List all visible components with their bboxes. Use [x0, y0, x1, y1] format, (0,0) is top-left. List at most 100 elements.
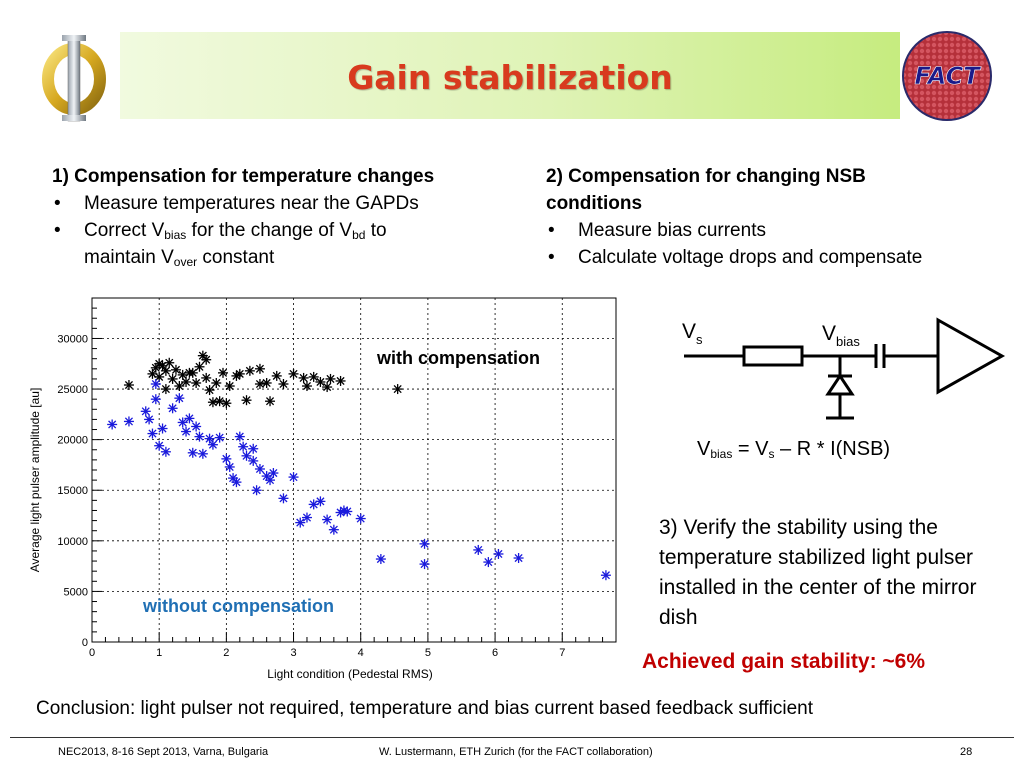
with-compensation-point [261, 377, 272, 388]
without-compensation-point [248, 443, 259, 454]
x-tick-label: 1 [156, 647, 162, 659]
y-tick-label: 10000 [57, 536, 88, 548]
with-compensation-point [201, 354, 212, 365]
without-compensation-point [107, 419, 118, 430]
with-compensation-point [123, 380, 134, 391]
diode-triangle [825, 373, 855, 396]
without-compensation-point [241, 450, 252, 461]
x-tick-label: 6 [492, 647, 498, 659]
section1-bullet-2: • Correct Vbias for the change of Vbd to m… [52, 217, 532, 271]
section2-bullet-2-text: Calculate voltage drops and compensate [578, 247, 923, 268]
without-compensation-point [221, 453, 232, 464]
section2-bullet-2: • Calculate voltage drops and compensate [546, 244, 1016, 271]
footer-page-number: 28 [960, 746, 973, 758]
without-compensation-point [184, 413, 195, 424]
achieved-gain-stability: Achieved gain stability: ~6% [642, 650, 925, 674]
with-compensation-point [214, 396, 225, 407]
without-compensation-point [181, 426, 192, 437]
without-compensation-point [268, 468, 279, 479]
without-compensation-point [248, 455, 259, 466]
without-compensation-point [315, 496, 326, 507]
without-compensation-point [167, 403, 178, 414]
x-tick-label: 2 [223, 647, 229, 659]
eq-lhs: V [697, 438, 711, 460]
y-tick-label: 30000 [57, 333, 88, 345]
s1b2-e: constant [197, 247, 275, 268]
s1b2-a: Correct V [84, 220, 165, 241]
bias-circuit-diagram: Vs Vbias [682, 317, 1006, 420]
with-compensation-point [204, 385, 215, 396]
with-compensation-point [392, 384, 403, 395]
without-compensation-point [150, 394, 161, 405]
y-tick-label: 0 [82, 637, 88, 649]
section-temperature: 1) Compensation for temperature changes … [52, 163, 532, 271]
bullet-dot: • [548, 220, 555, 241]
without-compensation-point [207, 439, 218, 450]
without-compensation-point [191, 421, 202, 432]
y-axis-label: Average light pulser amplitude [au] [28, 388, 42, 573]
without-compensation-point [342, 506, 353, 517]
section2-bullet-1-text: Measure bias currents [578, 220, 766, 241]
with-compensation-point [298, 372, 309, 383]
x-tick-label: 5 [425, 647, 431, 659]
without-compensation-point [328, 524, 339, 535]
section1-bullet-1-text: Measure temperatures near the GAPDs [84, 193, 419, 214]
with-compensation-point [167, 373, 178, 384]
phi-logo [42, 35, 106, 122]
with-compensation-point [170, 364, 181, 375]
vs-label: Vs [682, 320, 703, 347]
without-compensation-point [157, 423, 168, 434]
fact-logo-text: FACT [914, 62, 981, 90]
without-compensation-point [473, 544, 484, 555]
without-compensation-point [234, 431, 245, 442]
with-compensation-point [315, 376, 326, 387]
without-compensation-point [301, 512, 312, 523]
with-compensation-label: with compensation [376, 348, 540, 368]
achieved-label: Achieved gain stability: [642, 650, 883, 673]
s1b2-sub-over: over [173, 255, 198, 269]
with-compensation-point [181, 376, 192, 387]
without-compensation-point [278, 493, 289, 504]
x-tick-label: 3 [290, 647, 296, 659]
without-compensation-point [214, 432, 225, 443]
bullet-dot: • [54, 220, 61, 241]
with-compensation-point [191, 377, 202, 388]
without-compensation-point [295, 517, 306, 528]
bullet-dot: • [548, 247, 555, 268]
with-compensation-point [265, 396, 276, 407]
s1b2-b: for the change of V [186, 220, 353, 241]
s1b2-c: to [365, 220, 387, 241]
conclusion-text: Conclusion: light pulser not required, t… [36, 698, 813, 719]
without-compensation-point [177, 417, 188, 428]
y-tick-label: 15000 [57, 485, 88, 497]
with-compensation-point [160, 384, 171, 395]
x-tick-label: 7 [559, 647, 565, 659]
with-compensation-point [278, 379, 289, 389]
y-tick-label: 25000 [57, 384, 88, 396]
chart-axes: 0 1 2 3 4 5 6 7 0 5000 10000 15000 20000 25000 30000 [57, 297, 617, 659]
with-compensation-point [244, 365, 255, 376]
vbias-label: Vbias [822, 322, 860, 349]
footer-divider [10, 737, 1014, 738]
without-compensation-point [322, 514, 333, 525]
with-compensation-point [234, 368, 245, 379]
without-compensation-point [483, 557, 494, 568]
x-tick-label: 4 [358, 647, 364, 659]
section2-heading-2: conditions [546, 193, 643, 214]
with-compensation-point [254, 363, 265, 374]
without-compensation-point [154, 440, 165, 451]
without-compensation-point [238, 441, 249, 452]
verify-stability-text: 3) Verify the stability using the temper… [659, 516, 977, 629]
without-compensation-point [174, 393, 185, 404]
with-compensation-point [207, 397, 218, 408]
with-compensation-point [218, 367, 228, 378]
with-compensation-point [335, 375, 346, 386]
with-compensation-point [164, 357, 175, 368]
s1b2-sub-bias: bias [164, 228, 187, 242]
with-compensation-point [322, 382, 333, 393]
without-compensation-point [150, 379, 161, 389]
s1b2-d: maintain V [84, 247, 174, 268]
without-compensation-point [224, 461, 235, 472]
footer-conference: NEC2013, 8-16 Sept 2013, Varna, Bulgaria [58, 746, 269, 758]
without-compensation-point [231, 477, 242, 488]
